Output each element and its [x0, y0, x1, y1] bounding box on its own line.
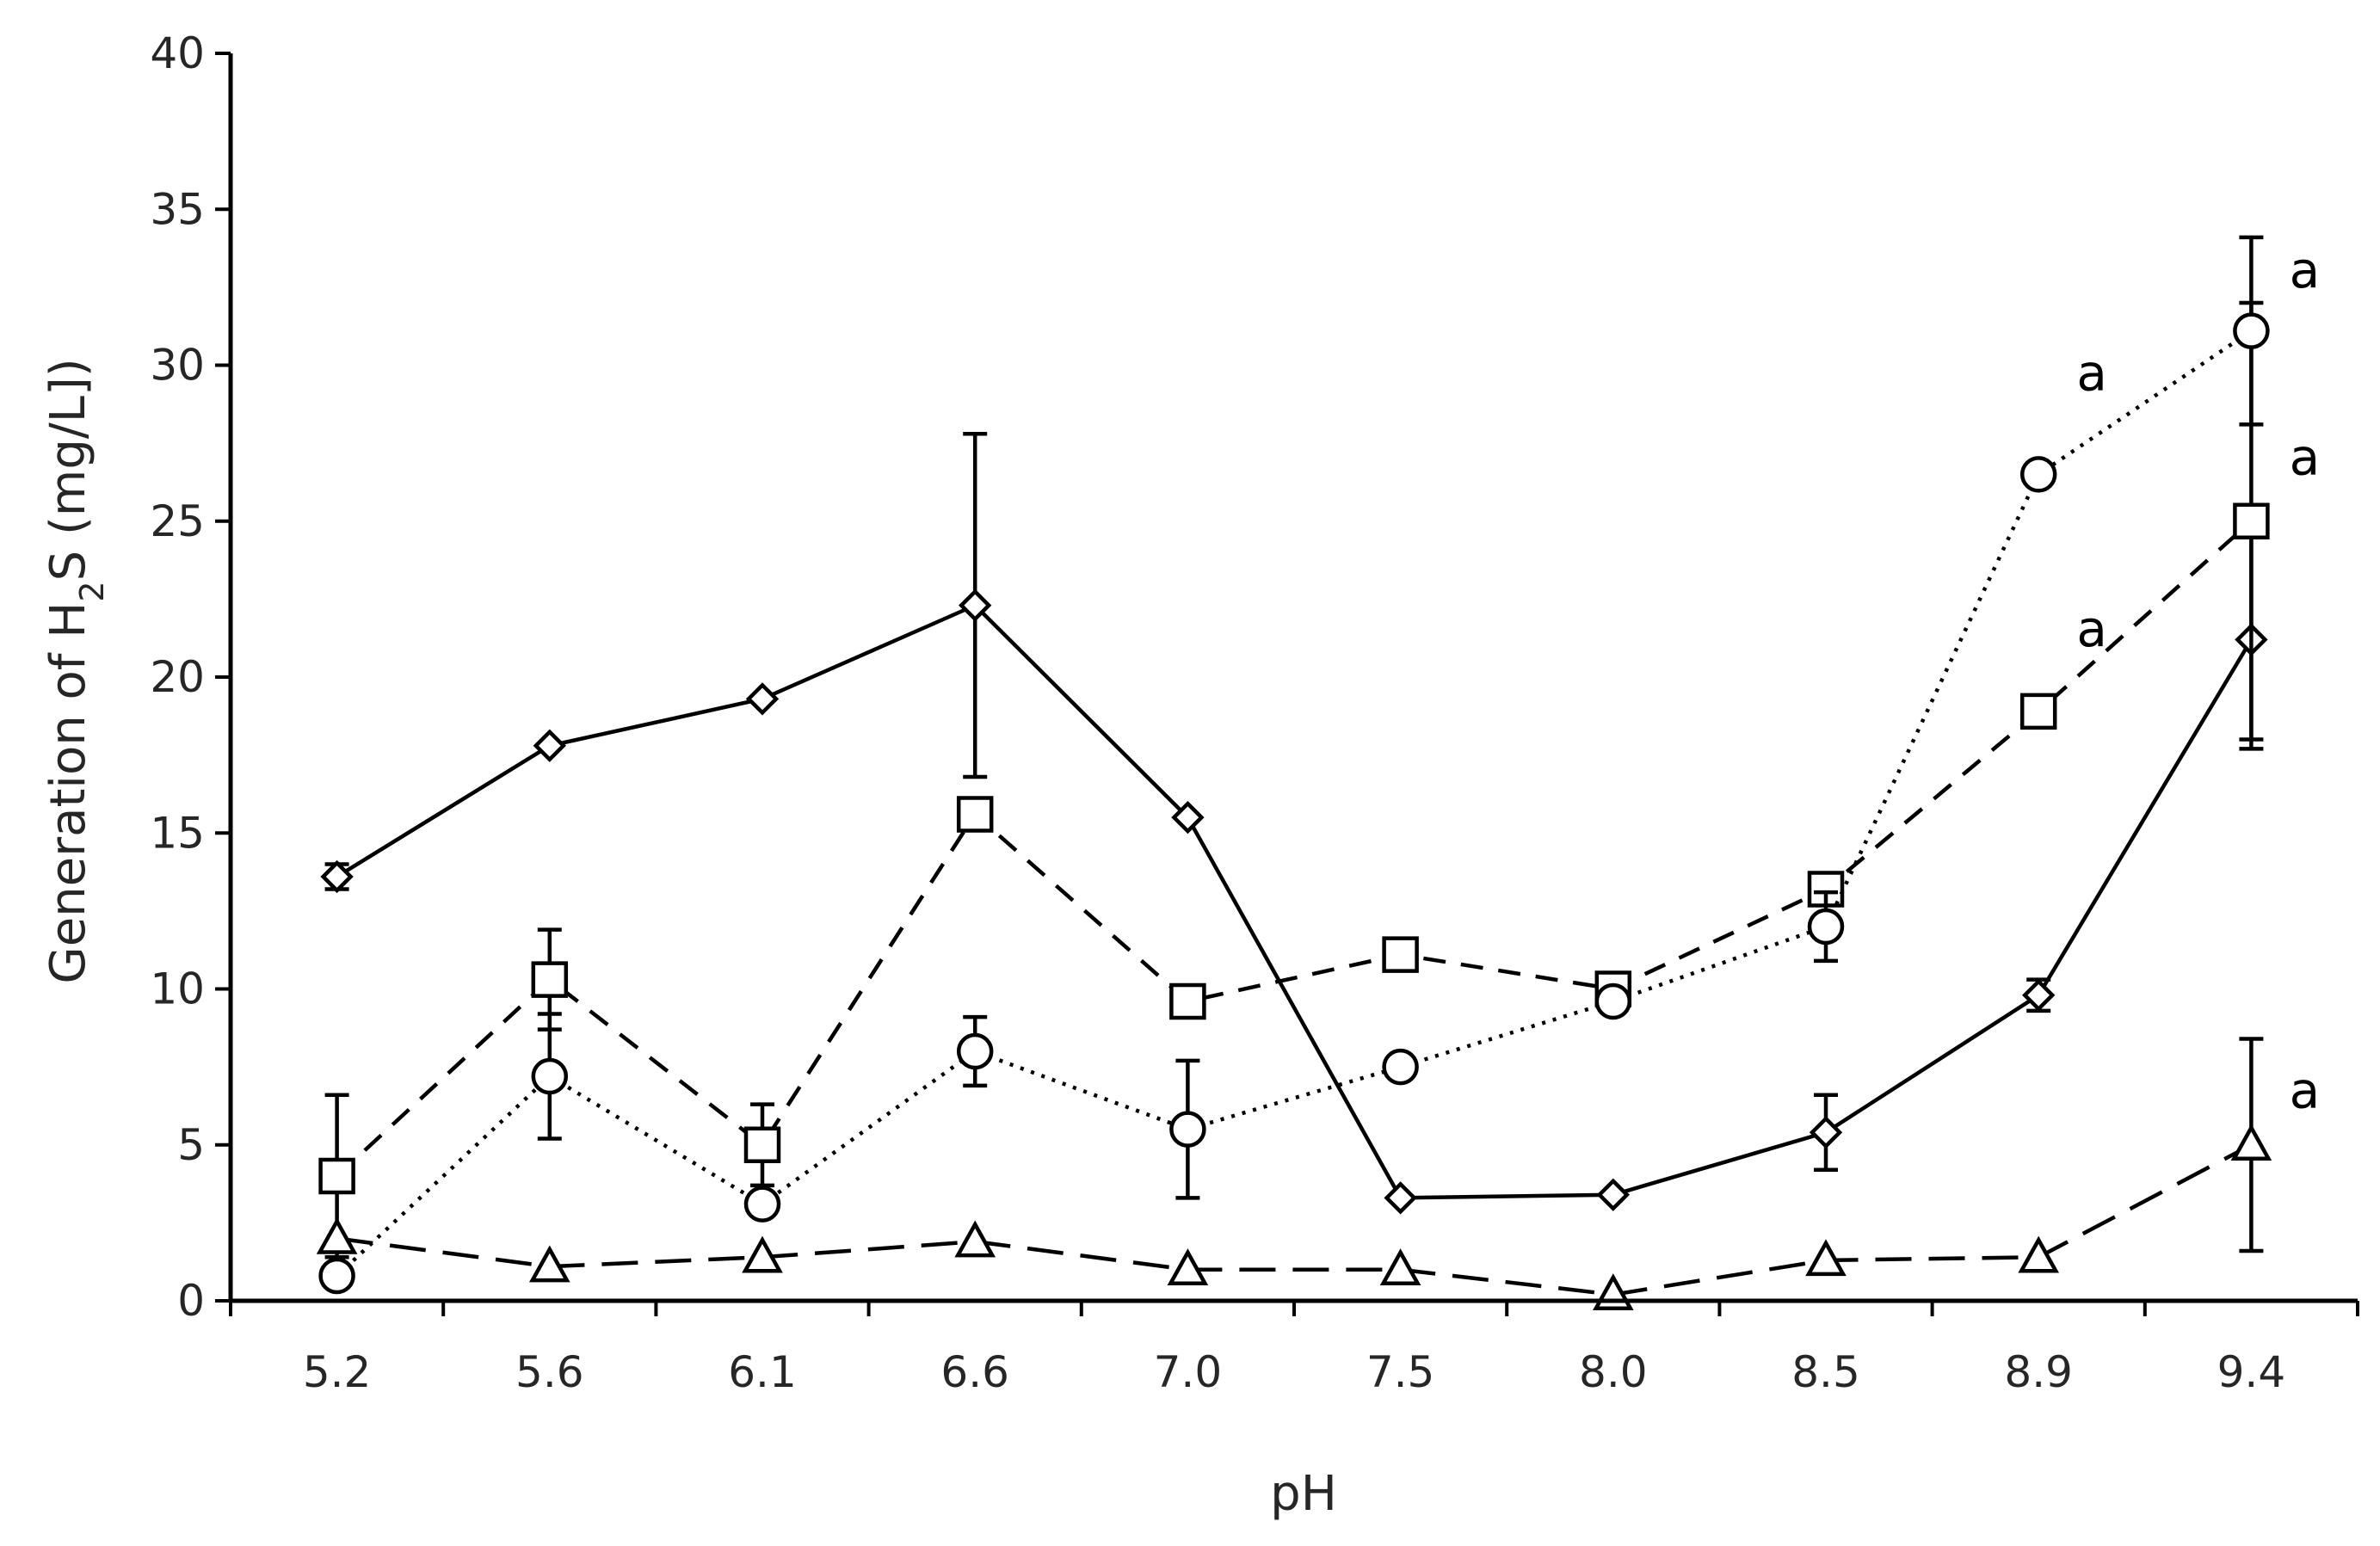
x-axis-title: pH — [1270, 1466, 1337, 1522]
data-point-diamond — [2022, 978, 2056, 1012]
y-tick-label: 15 — [150, 808, 205, 858]
series-circle — [318, 235, 2270, 1295]
y-tick-label: 10 — [150, 964, 205, 1014]
data-point-square — [743, 1126, 781, 1163]
data-point-circle — [1594, 982, 1632, 1020]
series-triangle — [316, 1037, 2272, 1310]
series-line-triangle — [336, 1143, 2253, 1297]
data-point-square — [2233, 502, 2270, 539]
data-point-square — [2019, 693, 2057, 730]
annotation-label: a — [2076, 600, 2107, 658]
data-point-diamond — [959, 588, 992, 622]
data-point-square — [956, 796, 994, 833]
y-tick-label: 5 — [177, 1120, 205, 1170]
annotation-label: a — [2076, 344, 2107, 403]
x-tick-label: 8.5 — [1791, 1347, 1860, 1397]
labels-layer: 0 5 10 15 20 25 30 35 40 5.2 5.6 6.1 6.6 7.0 7.5 8.0 8.5… — [150, 28, 2320, 1397]
data-point-circle — [318, 1257, 355, 1295]
data-point-diamond — [320, 859, 354, 894]
data-point-circle — [1382, 1048, 1419, 1086]
data-point-triangle — [1167, 1248, 1209, 1285]
data-point-triangle — [2018, 1235, 2060, 1273]
x-tick-label: 7.0 — [1154, 1347, 1223, 1397]
annotation-label: a — [2290, 1061, 2321, 1119]
series-line-circle — [336, 329, 2253, 1278]
data-point-triangle — [954, 1220, 996, 1258]
data-point-circle — [2019, 456, 2057, 493]
data-point-circle — [956, 1032, 994, 1070]
data-point-triangle — [742, 1235, 783, 1273]
y-tick-label: 20 — [150, 652, 205, 702]
data-point-triangle — [316, 1216, 358, 1254]
annotation-label: a — [2290, 428, 2321, 486]
x-tick-label: 9.4 — [2217, 1347, 2286, 1397]
data-point-circle — [743, 1186, 781, 1223]
y-axis-title-post: S (mg/L]) — [40, 358, 96, 581]
data-point-triangle — [1379, 1248, 1421, 1285]
series-line-square — [336, 520, 2253, 1178]
x-tick-label: 8.9 — [2004, 1347, 2073, 1397]
data-point-square — [531, 961, 569, 998]
y-tick-label: 30 — [150, 341, 205, 391]
data-point-circle — [2233, 312, 2270, 349]
y-tick-label: 40 — [150, 28, 205, 78]
x-tick-label: 8.0 — [1579, 1347, 1648, 1397]
data-point-diamond — [1809, 1116, 1843, 1149]
y-axis-title-pre: Generation of H — [40, 602, 96, 984]
data-point-diamond — [1384, 1181, 1417, 1215]
data-point-circle — [531, 1057, 569, 1095]
data-point-circle — [1169, 1111, 1206, 1148]
axes-layer — [215, 52, 2359, 1316]
data-point-diamond — [745, 682, 780, 716]
data-point-circle — [1807, 908, 1845, 945]
x-tick-label: 6.6 — [940, 1347, 1009, 1397]
data-point-triangle — [1805, 1239, 1847, 1277]
annotation-label: a — [2290, 241, 2321, 299]
data-point-square — [318, 1157, 355, 1195]
x-tick-label: 6.1 — [728, 1347, 797, 1397]
data-point-square — [1382, 936, 1419, 973]
data-point-triangle — [2230, 1124, 2272, 1161]
series-layer — [316, 235, 2272, 1310]
y-tick-label: 25 — [150, 496, 205, 546]
series-diamond — [320, 432, 2268, 1215]
x-tick-label: 5.6 — [515, 1347, 584, 1397]
x-tick-label: 7.5 — [1366, 1347, 1435, 1397]
y-axis-title: Generation of H2S (mg/L]) — [40, 358, 111, 983]
data-point-triangle — [528, 1245, 570, 1283]
y-axis-title-sub: 2 — [73, 581, 111, 601]
data-point-square — [1169, 982, 1206, 1020]
x-tick-label: 5.2 — [303, 1347, 372, 1397]
data-point-diamond — [1171, 800, 1205, 835]
data-point-diamond — [1596, 1178, 1630, 1211]
data-point-diamond — [533, 729, 566, 762]
y-tick-label: 0 — [177, 1276, 205, 1326]
series-line-diamond — [336, 602, 2254, 1200]
series-square — [318, 300, 2270, 1260]
y-tick-label: 35 — [150, 184, 205, 234]
